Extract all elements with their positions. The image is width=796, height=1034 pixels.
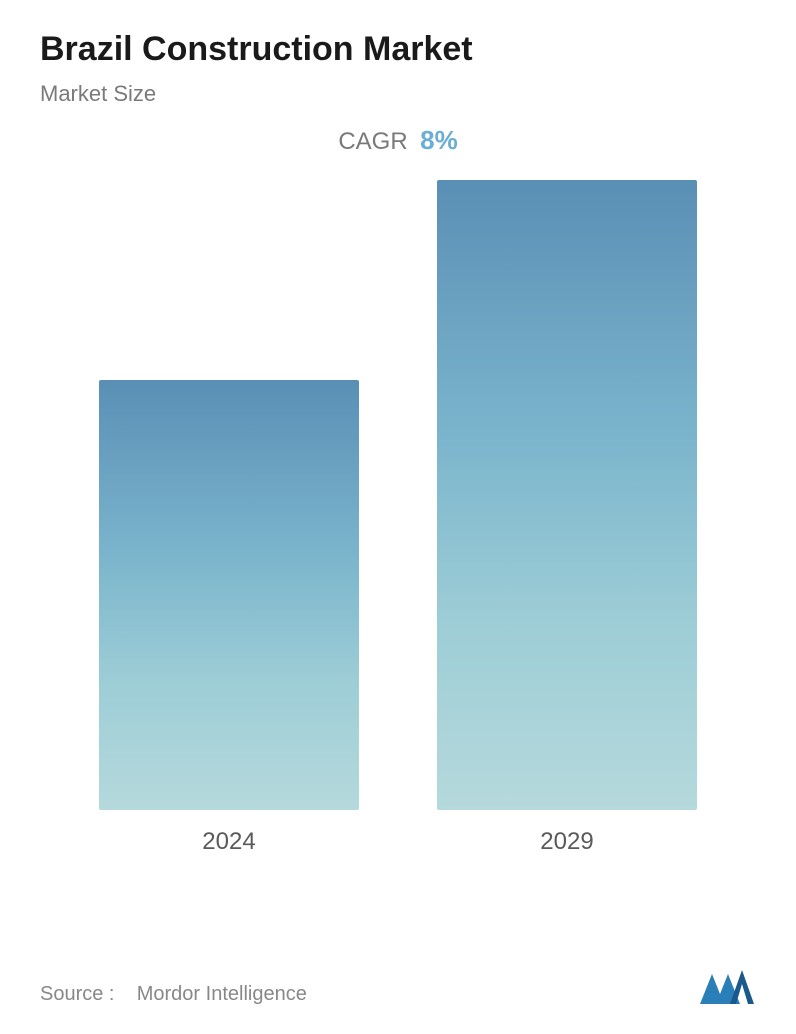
bar-wrapper-1: 2029 bbox=[437, 180, 697, 856]
cagr-row: CAGR 8% bbox=[40, 125, 756, 156]
bar-2024 bbox=[99, 380, 359, 810]
chart-title: Brazil Construction Market bbox=[40, 30, 756, 69]
source-name: Mordor Intelligence bbox=[137, 983, 307, 1005]
source-text: Source : Mordor Intelligence bbox=[40, 983, 307, 1006]
source-label: Source : bbox=[40, 983, 114, 1005]
logo-n-shape bbox=[730, 970, 754, 1004]
mordor-logo-icon bbox=[698, 966, 756, 1006]
chart-area: 2024 2029 bbox=[40, 176, 756, 906]
bar-2029 bbox=[437, 180, 697, 810]
chart-subtitle: Market Size bbox=[40, 81, 756, 107]
footer: Source : Mordor Intelligence bbox=[40, 966, 756, 1006]
bar-wrapper-0: 2024 bbox=[99, 380, 359, 856]
bar-label-0: 2024 bbox=[202, 828, 255, 856]
cagr-label: CAGR bbox=[338, 128, 407, 156]
bar-label-1: 2029 bbox=[540, 828, 593, 856]
bars-container: 2024 2029 bbox=[40, 176, 756, 856]
cagr-value: 8% bbox=[420, 125, 458, 156]
